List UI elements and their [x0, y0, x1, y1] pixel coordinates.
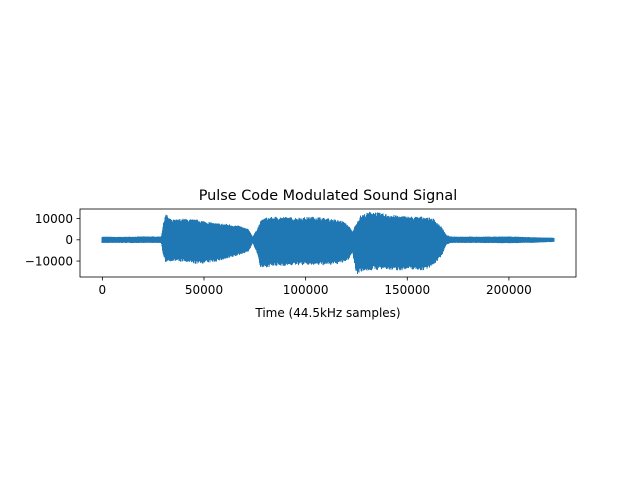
y-axis-ticks: 10000 0 −10000 [25, 212, 80, 268]
y-tick-label: −10000 [25, 254, 73, 268]
x-axis-ticks: 0 50000 100000 150000 200000 [99, 277, 532, 297]
x-axis-label: Time (44.5kHz samples) [254, 306, 400, 320]
x-tick-label: 150000 [384, 283, 430, 297]
x-tick-label: 200000 [486, 283, 532, 297]
signal-waveform [101, 211, 555, 274]
x-tick-label: 100000 [283, 283, 329, 297]
x-tick-label: 0 [99, 283, 107, 297]
chart-title: Pulse Code Modulated Sound Signal [199, 188, 457, 204]
y-tick-label: 10000 [35, 212, 73, 226]
axes-frame [79, 208, 577, 278]
y-tick-label: 0 [65, 233, 73, 247]
x-tick-label: 50000 [185, 283, 223, 297]
plot-area [101, 211, 555, 274]
